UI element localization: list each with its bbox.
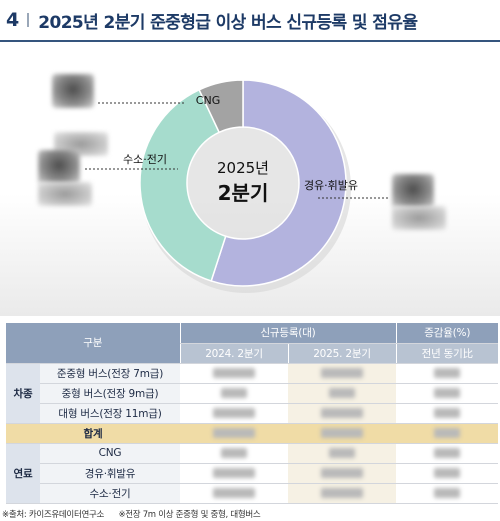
header-2025q2: 2025. 2분기 [287,343,397,364]
value-cell-obscured [396,383,499,404]
footnote-text: ※전장 7m 이상 준중형 및 중형, 대형버스 [118,510,261,520]
source-note: ※출처: 카이즈유데이터연구소 ※전장 7m 이상 준중형 및 중형, 대형버스 [2,508,272,520]
chart-area: 2025년 2분기 경유·휘발유 수소·전기 CNG [0,44,500,316]
value-cell-obscured [396,463,499,484]
section-number: 4 [6,9,20,31]
obscured-value-hydrogen-electric-secondary [38,182,92,206]
section-header: 4 2025년 2분기 준중형급 이상 버스 신규등록 및 점유율 [0,0,500,40]
source-text: ※출처: 카이즈유데이터연구소 [2,510,105,520]
donut-slice-0 [210,79,347,287]
obscured-value-cng [52,74,94,108]
value-cell-obscured [180,383,289,404]
slice-label-2: CNG [196,94,220,107]
header-rule [0,40,500,42]
value-cell-obscured [180,363,289,384]
obscured-value-hydrogen-electric [38,150,80,184]
header-2024q2: 2024. 2분기 [179,343,289,364]
value-cell-obscured [288,403,397,424]
value-cell-obscured [396,483,499,504]
row-label: 경유·휘발유 [40,463,181,484]
obscured-value-diesel-gasoline-secondary [392,206,446,230]
row-label: 중형 버스(전장 9m급) [40,383,181,404]
value-cell-obscured [288,483,397,504]
table-row-total: 합계 [6,423,499,444]
registration-table: 구분 신규등록(대) 증감율(%) 2024. 2분기 2025. 2분기 전년… [6,323,499,504]
value-cell-obscured [396,443,499,464]
row-label: 수소·전기 [40,483,181,504]
header-category: 구분 [6,323,181,364]
header-yoy: 전년 동기比 [395,343,499,364]
value-cell-obscured [288,463,397,484]
table-row: 차종 준중형 버스(전장 7m급) [6,363,499,424]
group-fuel: 연료 [6,443,40,504]
value-cell-obscured [288,363,397,384]
table-row: 중형 버스(전장 9m급) [6,383,499,404]
slice-label-1: 수소·전기 [123,153,167,166]
row-label: 대형 버스(전장 11m급) [40,403,181,424]
value-cell-obscured [396,363,499,384]
donut-center-quarter: 2분기 [218,181,269,205]
table-row: 수소·전기 [6,483,499,504]
value-cell-obscured [288,423,397,444]
obscured-value-diesel-gasoline [392,174,434,208]
value-cell-obscured [180,483,289,504]
donut-chart: 2025년 2분기 경유·휘발유 수소·전기 CNG [85,79,390,293]
page-title: 2025년 2분기 준중형급 이상 버스 신규등록 및 점유율 [38,12,418,33]
donut-center-year: 2025년 [217,159,269,177]
row-label-total: 합계 [6,423,181,444]
value-cell-obscured [180,423,289,444]
donut-slice-2 [198,79,244,134]
row-label: CNG [40,443,181,464]
table-row: 연료 CNG [6,443,499,504]
table-row: 경유·휘발유 [6,463,499,484]
value-cell-obscured [180,463,289,484]
donut-slice-1 [139,88,227,282]
slice-label-0: 경유·휘발유 [304,179,358,192]
group-vehicle: 차종 [6,363,40,424]
value-cell-obscured [396,423,499,444]
value-cell-obscured [396,403,499,424]
table-row: 대형 버스(전장 11m급) [6,403,499,424]
header-change: 증감율(%) [395,323,499,344]
value-cell-obscured [288,443,397,464]
row-label: 준중형 버스(전장 7m급) [40,363,181,384]
header-divider [27,13,30,27]
value-cell-obscured [180,443,289,464]
value-cell-obscured [180,403,289,424]
value-cell-obscured [288,383,397,404]
header-registrations: 신규등록(대) [179,323,397,344]
